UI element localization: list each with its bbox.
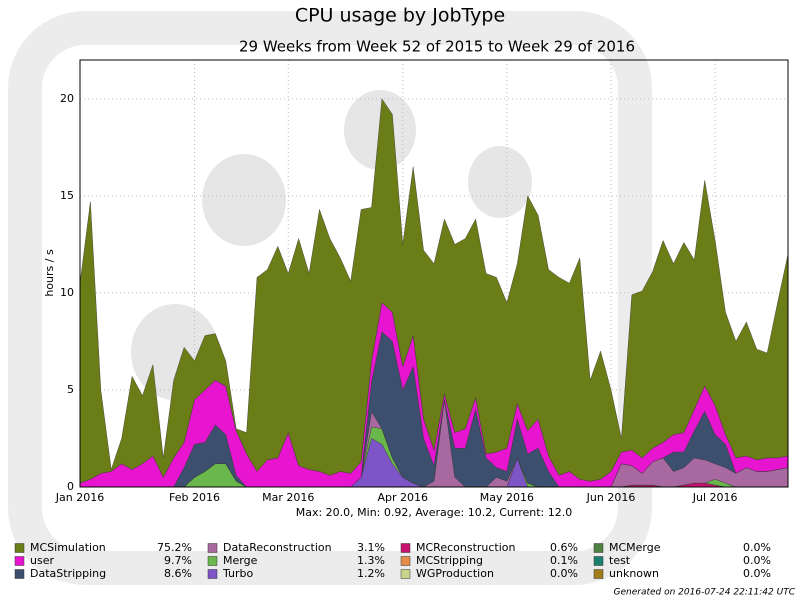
y-tick-label: 20 <box>60 92 74 105</box>
legend-swatch <box>207 543 218 553</box>
y-axis-label: hours / s <box>43 249 56 297</box>
legend-swatch <box>400 543 411 553</box>
legend-label: DataStripping <box>30 567 106 580</box>
legend: MCSimulation 75.2% user 9.7% DataStripping 8.… <box>14 541 771 580</box>
x-tick-label: Jan 2016 <box>55 491 104 504</box>
y-tick-label: 0 <box>67 480 74 493</box>
legend-label: WGProduction <box>416 567 494 580</box>
x-tick-label: Jul 2016 <box>692 491 738 504</box>
area <box>79 98 789 484</box>
legend-swatch <box>400 556 411 566</box>
legend-share: 1.2% <box>357 567 385 580</box>
legend-label: MCSimulation <box>30 541 106 554</box>
legend-share: 0.0% <box>743 541 771 554</box>
legend-share: 9.7% <box>164 554 192 567</box>
chart-subtitle: 29 Weeks from Week 52 of 2015 to Week 29… <box>239 38 635 56</box>
footer: Generated on 2016-07-24 22:11:42 UTC <box>614 588 796 598</box>
y-tick-label: 15 <box>60 189 74 202</box>
legend-share: 0.0% <box>550 567 578 580</box>
x-tick-label: Apr 2016 <box>377 491 428 504</box>
legend-swatch <box>400 569 411 579</box>
legend-swatch <box>14 569 25 579</box>
legend-swatch <box>207 569 218 579</box>
legend-swatch <box>14 543 25 553</box>
legend-swatch <box>593 569 604 579</box>
y-tick-label: 10 <box>60 286 74 299</box>
legend-share: 0.6% <box>550 541 578 554</box>
legend-share: 0.1% <box>550 554 578 567</box>
x-tick-label: Feb 2016 <box>169 491 220 504</box>
chart-title: CPU usage by JobType <box>295 5 505 27</box>
legend-label: DataReconstruction <box>223 541 332 554</box>
legend-label: Turbo <box>222 567 254 580</box>
legend-share: 3.1% <box>357 541 385 554</box>
legend-label: MCStripping <box>416 554 483 567</box>
legend-label: unknown <box>609 567 659 580</box>
legend-share: 1.3% <box>357 554 385 567</box>
legend-label: Merge <box>223 554 258 567</box>
legend-label: MCMerge <box>609 541 661 554</box>
legend-label: MCReconstruction <box>416 541 516 554</box>
stats: Max: 20.0, Min: 0.92, Average: 10.2, Cur… <box>296 506 573 519</box>
x-tick-label: Mar 2016 <box>262 491 314 504</box>
legend-label: user <box>30 554 54 567</box>
x-tick-label: Jun 2016 <box>586 491 636 504</box>
plot-frame <box>79 59 789 488</box>
legend-share: 75.2% <box>157 541 192 554</box>
legend-share: 0.0% <box>743 554 771 567</box>
legend-swatch <box>593 543 604 553</box>
legend-label: test <box>609 554 631 567</box>
legend-share: 0.0% <box>743 567 771 580</box>
legend-share: 8.6% <box>164 567 192 580</box>
legend-swatch <box>14 556 25 566</box>
legend-swatch <box>593 556 604 566</box>
legend-swatch <box>207 556 218 566</box>
plot <box>79 60 789 488</box>
y-tick-label: 5 <box>67 383 74 396</box>
x-tick-label: May 2016 <box>480 491 534 504</box>
